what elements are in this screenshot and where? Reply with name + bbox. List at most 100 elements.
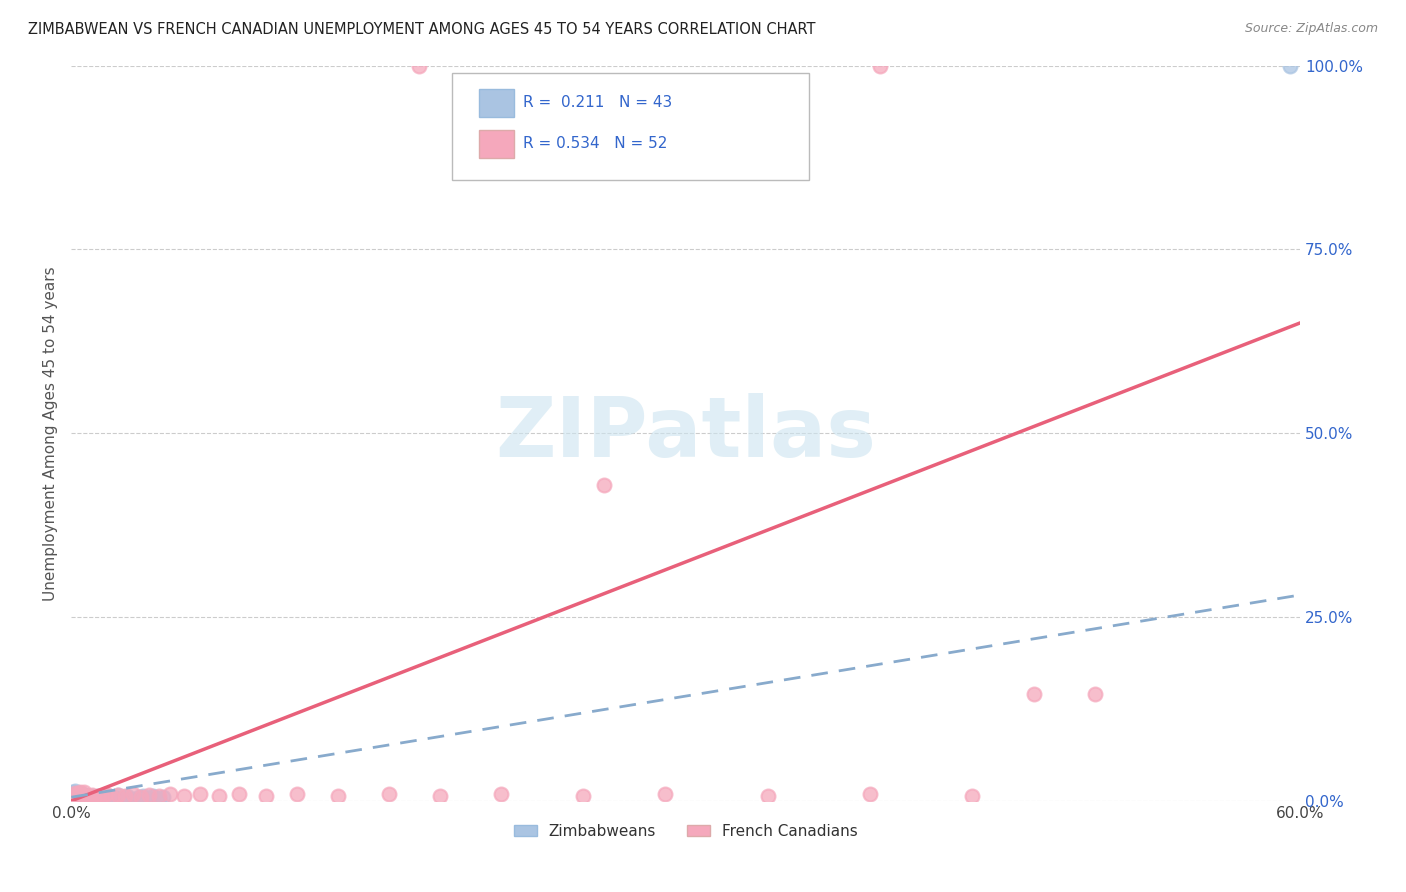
- Point: [148, 789, 170, 804]
- Point: [83, 790, 105, 805]
- Point: [859, 787, 882, 801]
- Point: [1022, 687, 1045, 701]
- Point: [107, 788, 129, 802]
- Point: [65, 786, 87, 800]
- Point: [654, 787, 676, 801]
- Point: [65, 787, 87, 801]
- Point: [65, 784, 87, 798]
- Point: [572, 789, 595, 803]
- Point: [756, 789, 779, 803]
- Point: [188, 787, 211, 801]
- Point: [80, 791, 103, 805]
- Point: [121, 791, 143, 805]
- Point: [869, 59, 891, 73]
- Point: [69, 790, 91, 805]
- Point: [103, 790, 125, 805]
- Point: [129, 790, 152, 805]
- Point: [429, 789, 451, 803]
- Point: [72, 789, 94, 804]
- Point: [76, 789, 98, 804]
- Point: [66, 787, 89, 801]
- Legend: Zimbabweans, French Canadians: Zimbabweans, French Canadians: [508, 817, 863, 845]
- Point: [208, 789, 231, 804]
- Point: [94, 789, 117, 803]
- Point: [121, 787, 143, 801]
- Point: [79, 791, 101, 805]
- Point: [142, 789, 165, 804]
- Point: [62, 791, 84, 805]
- Point: [128, 790, 150, 805]
- Point: [107, 788, 129, 802]
- Point: [76, 792, 98, 806]
- Point: [65, 791, 87, 805]
- Point: [65, 789, 87, 803]
- Point: [70, 788, 93, 802]
- Point: [70, 787, 93, 801]
- Point: [114, 789, 136, 804]
- Point: [80, 789, 103, 803]
- Point: [66, 787, 89, 801]
- Point: [94, 787, 117, 801]
- Point: [285, 787, 308, 801]
- FancyBboxPatch shape: [453, 73, 808, 179]
- Point: [91, 791, 114, 805]
- Point: [132, 789, 155, 803]
- FancyBboxPatch shape: [479, 129, 513, 158]
- Point: [62, 785, 84, 799]
- Point: [80, 788, 103, 802]
- Text: Source: ZipAtlas.com: Source: ZipAtlas.com: [1244, 22, 1378, 36]
- Point: [326, 789, 349, 803]
- Point: [1084, 687, 1107, 701]
- Point: [69, 789, 91, 803]
- Point: [138, 788, 160, 802]
- Point: [101, 790, 124, 805]
- Point: [70, 791, 93, 805]
- Point: [115, 789, 138, 804]
- Point: [98, 791, 121, 805]
- Point: [592, 477, 614, 491]
- Point: [962, 789, 984, 803]
- Point: [62, 788, 84, 802]
- Point: [75, 791, 97, 805]
- FancyBboxPatch shape: [479, 89, 513, 117]
- Point: [152, 790, 174, 805]
- Point: [69, 785, 91, 799]
- Point: [70, 791, 93, 805]
- Point: [377, 787, 399, 801]
- Point: [111, 791, 134, 805]
- Point: [75, 789, 97, 803]
- Point: [72, 788, 94, 802]
- Point: [69, 786, 91, 800]
- Y-axis label: Unemployment Among Ages 45 to 54 years: Unemployment Among Ages 45 to 54 years: [44, 266, 58, 600]
- Point: [66, 790, 89, 805]
- Point: [87, 789, 110, 804]
- Point: [138, 791, 160, 805]
- Point: [75, 791, 97, 805]
- Point: [72, 785, 94, 799]
- Point: [66, 791, 89, 805]
- Text: ZIPatlas: ZIPatlas: [495, 392, 876, 474]
- Point: [65, 789, 87, 804]
- Point: [491, 787, 513, 801]
- Point: [83, 791, 105, 805]
- Point: [91, 789, 114, 803]
- Point: [254, 789, 277, 803]
- Point: [72, 791, 94, 805]
- Text: ZIMBABWEAN VS FRENCH CANADIAN UNEMPLOYMENT AMONG AGES 45 TO 54 YEARS CORRELATION: ZIMBABWEAN VS FRENCH CANADIAN UNEMPLOYME…: [28, 22, 815, 37]
- Point: [159, 787, 181, 801]
- Point: [69, 791, 91, 805]
- Point: [84, 791, 107, 805]
- Point: [148, 791, 170, 805]
- Point: [173, 789, 195, 804]
- Point: [62, 791, 84, 805]
- Point: [66, 792, 89, 806]
- Point: [76, 789, 98, 803]
- Text: R =  0.211   N = 43: R = 0.211 N = 43: [523, 95, 672, 110]
- Point: [1278, 59, 1301, 73]
- Text: R = 0.534   N = 52: R = 0.534 N = 52: [523, 136, 668, 151]
- Point: [87, 789, 110, 804]
- Point: [70, 789, 93, 804]
- Point: [408, 59, 430, 73]
- Point: [79, 790, 101, 805]
- Point: [228, 787, 250, 801]
